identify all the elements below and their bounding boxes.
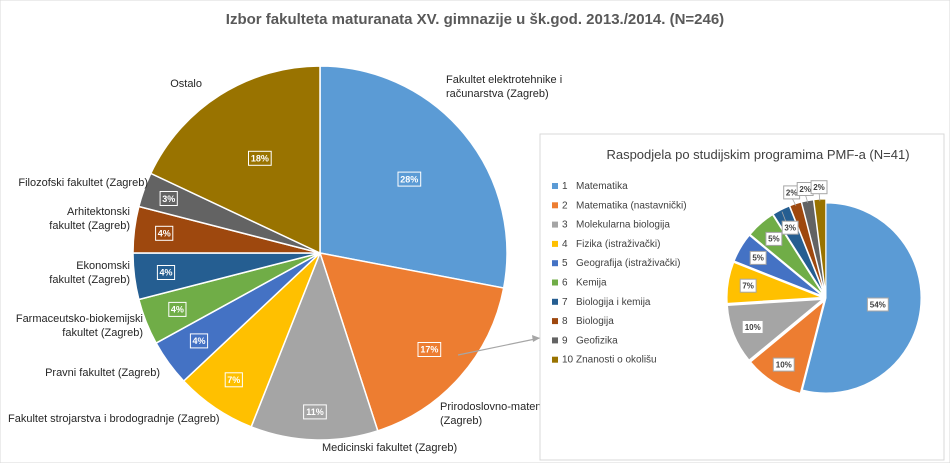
sub-pie-data-labels: 54%10%10%7%5%5%3%2% 2% 2% (739, 180, 889, 372)
sub-chart-title: Raspodjela po studijskim programima PMF-… (606, 147, 909, 162)
legend-number: 1 (562, 181, 568, 192)
main-pie-category-label: Pravni fakultet (Zagreb) (45, 367, 160, 379)
main-pie-slice (318, 252, 505, 432)
main-pie-category-label: Filozofski fakultet (Zagreb) (18, 177, 148, 189)
main-pie-category-label: Farmaceutsko-biokemijski fakultet (Zagreb… (16, 313, 143, 339)
sub-pie-data-label-box (739, 278, 757, 293)
sub-pie-slice (726, 298, 824, 361)
legend-entry: Fizika (istraživački) (576, 239, 660, 250)
legend-entry: Kemija (576, 278, 607, 289)
callout-connector-line (457, 337, 541, 356)
legend-entry: Matematika (nastavnički) (576, 200, 687, 211)
sub-pie-data-label: 5% (752, 254, 764, 263)
sub-pie-data-label: 54% (870, 300, 886, 309)
legend-swatch (552, 298, 558, 305)
legend-entry: Molekularna biologija (576, 220, 670, 231)
sub-pie-data-label: 2% (813, 183, 825, 192)
main-pie-slice (149, 65, 321, 255)
main-pie-category-label: Medicinski fakultet (Zagreb) (322, 442, 457, 454)
sub-pie-data-label: 7% (742, 282, 754, 291)
legend-swatch (552, 221, 558, 228)
sub-pie-data-label-box (749, 250, 767, 265)
main-pie-category-label: Fakultet strojarstva i brodogradnje (Zag… (8, 413, 220, 425)
main-pie-data-label: 4% (158, 229, 171, 239)
main-pie-data-label: 4% (159, 268, 172, 278)
legend-swatch (552, 240, 558, 247)
sub-chart-legend: 1 Matematika 2 Matematika (nastavnički) 3 Mol… (552, 181, 687, 366)
sub-pie-data-label-box (866, 297, 889, 312)
legend-number: 8 (562, 316, 568, 327)
main-pie-data-label-box (248, 150, 272, 166)
sub-pie-data-label: 2% (786, 188, 798, 197)
main-pie-data-label-box (156, 265, 176, 280)
main-pie-data-label: 17% (420, 345, 438, 355)
main-pie-slice (250, 250, 379, 441)
legend-entry: Znanosti o okolišu (576, 355, 657, 366)
legend-swatch (552, 260, 558, 267)
main-pie-data-label: 28% (400, 174, 418, 184)
main-pie-category-labels: Fakultet elektrotehnike i računarstva (Za… (8, 74, 608, 454)
main-chart-title: Izbor fakulteta maturanata XV. gimnazije… (226, 11, 724, 28)
sub-pie-data-label: 3% (784, 224, 796, 233)
sub-pie (726, 198, 922, 394)
main-pie-data-label: 11% (306, 407, 324, 417)
main-pie-data-label-box (303, 404, 327, 420)
main-pie (132, 65, 508, 441)
legend-swatch (552, 337, 558, 344)
main-pie-data-label-box (168, 301, 187, 317)
legend-swatch (552, 356, 558, 363)
main-pie-category-label: Arhitektonski fakultet (Zagreb) (49, 206, 130, 232)
legend-number: 9 (562, 335, 568, 346)
legend-swatch (552, 279, 558, 286)
main-pie-data-label-box (159, 191, 178, 206)
sub-pie-data-label-box (810, 180, 828, 195)
main-pie-data-label-box (224, 372, 243, 388)
main-pie-data-label-box (417, 342, 442, 357)
legend-entry: Biologija i kemija (576, 297, 651, 308)
main-pie-data-label: 3% (162, 194, 175, 204)
sub-pie-data-label-box (765, 231, 783, 246)
main-pie-data-label: 7% (227, 375, 240, 385)
legend-number: 3 (562, 220, 568, 231)
legend-number: 7 (562, 297, 568, 308)
main-pie-data-label-box (155, 225, 174, 241)
sub-pie-data-label-box (741, 320, 764, 334)
sub-pie-slice (733, 234, 823, 297)
legend-entry: Matematika (576, 181, 628, 192)
sub-pie-slice (801, 202, 922, 394)
legend-entry: Geofizika (576, 335, 618, 346)
callout-arrow-head (532, 335, 540, 342)
sub-pie-data-label: 2% (799, 185, 811, 194)
legend-number: 5 (562, 258, 568, 269)
main-pie-category-label: Ostalo (170, 78, 202, 90)
main-pie-data-label: 4% (192, 336, 205, 346)
legend-number: 6 (562, 278, 568, 289)
sub-pie-slice (749, 300, 825, 394)
main-pie-category-label: Fakultet elektrotehnike i računarstva (Za… (446, 74, 562, 100)
legend-number: 2 (562, 200, 568, 211)
main-pie-data-label: 18% (251, 154, 269, 164)
legend-swatch (552, 318, 558, 325)
main-pie-data-label-box (397, 171, 422, 187)
legend-number: 10 (562, 355, 574, 366)
sub-pie-slice (726, 261, 823, 304)
legend-entry: Biologija (576, 316, 614, 327)
sub-pie-data-label: 10% (745, 323, 761, 332)
sub-pie-data-label: 5% (768, 235, 780, 244)
legend-number: 4 (562, 239, 568, 250)
main-pie-category-label: Ekonomski fakultet (Zagreb) (49, 260, 130, 286)
sub-pie-data-label-box (772, 357, 795, 372)
main-pie-data-labels: 28% 17% 11% 7% 4% 4% 4% 4% 3% 18% (155, 150, 442, 420)
main-pie-data-label: 4% (171, 305, 184, 315)
legend-entry: Geografija (istraživački) (576, 258, 680, 269)
sub-pie-data-label-box (781, 220, 799, 235)
main-pie-data-label-box (189, 333, 209, 349)
legend-swatch (552, 202, 558, 209)
sub-pie-data-label: 10% (776, 361, 792, 370)
legend-swatch (552, 183, 558, 189)
